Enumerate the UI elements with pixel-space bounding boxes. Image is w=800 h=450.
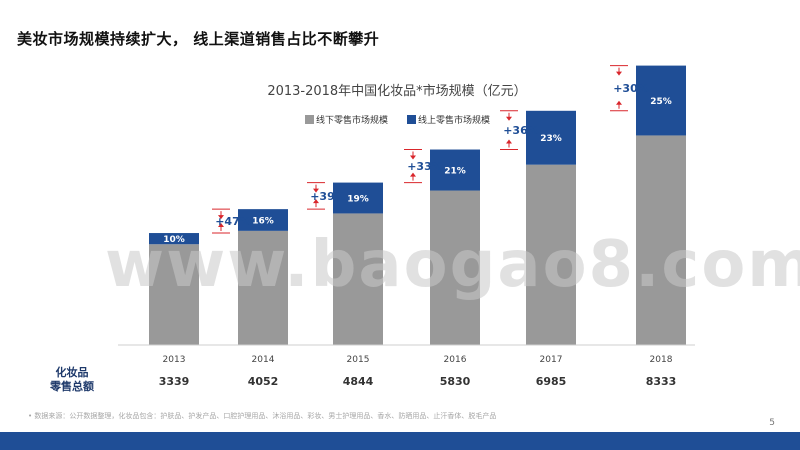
totals-row: 3339 4052 4844 5830 6985 8333 <box>159 375 677 388</box>
bar-offline <box>149 244 199 345</box>
bar-online <box>149 233 199 245</box>
growth-arrowhead-up <box>313 199 319 204</box>
bar-offline <box>526 164 576 345</box>
growth-label: +39% <box>310 190 346 203</box>
bottom-bar <box>0 432 800 450</box>
bars-group: 10% 16% 19% 21% 23% 25% <box>149 65 686 345</box>
total-value: 3339 <box>159 375 190 388</box>
bar-online <box>526 110 576 165</box>
total-value: 6985 <box>536 375 567 388</box>
total-value: 8333 <box>646 375 677 388</box>
growth-arrowhead-down <box>616 71 622 76</box>
slide-title: 美妆市场规模持续扩大， 线上渠道销售占比不断攀升 <box>17 30 380 48</box>
chart-legend: 线下零售市场规模 线上零售市场规模 <box>305 114 490 126</box>
online-share-label: 23% <box>540 134 562 144</box>
growth-label: +47% <box>215 215 251 228</box>
online-share-label: 21% <box>444 167 466 177</box>
growth-arrowhead-up <box>506 139 512 144</box>
bar-online <box>333 182 383 214</box>
bar-online <box>636 65 686 136</box>
online-share-label: 19% <box>347 195 369 205</box>
total-value: 4052 <box>248 375 279 388</box>
online-share-label: 10% <box>163 235 185 245</box>
bar-offline <box>430 190 480 345</box>
totals-row-label-line1: 化妆品 <box>56 365 89 379</box>
legend-swatch-offline <box>305 115 314 124</box>
growth-label: +30% <box>613 82 649 95</box>
x-tick-label: 2014 <box>252 355 275 365</box>
bar-offline <box>238 230 288 345</box>
x-tick-label: 2013 <box>163 355 186 365</box>
x-tick-label: 2018 <box>650 355 673 365</box>
online-share-label: 25% <box>650 97 672 107</box>
x-tick-label: 2016 <box>444 355 467 365</box>
page-number: 5 <box>769 418 775 428</box>
x-tick-label: 2017 <box>540 355 563 365</box>
chart-title: 2013-2018年中国化妆品*市场规模（亿元） <box>267 83 526 99</box>
growth-annotations: +47% +39% +33% +36% +30% <box>212 65 649 234</box>
x-tick-labels: 2013 2014 2015 2016 2017 2018 <box>163 355 673 365</box>
total-value: 5830 <box>440 375 471 388</box>
growth-arrowhead-down <box>218 215 224 220</box>
footnote: • 数据来源：公开数据整理，化妆品包含：护肤品、护发产品、口腔护理用品、沐浴用品… <box>28 412 497 420</box>
growth-arrowhead-down <box>506 116 512 121</box>
growth-arrowhead-down <box>313 188 319 193</box>
bar-online <box>238 209 288 231</box>
legend-swatch-online <box>407 115 416 124</box>
bar-online <box>430 149 480 191</box>
x-tick-label: 2015 <box>347 355 370 365</box>
growth-arrowhead-up <box>410 172 416 177</box>
growth-label: +33% <box>407 160 443 173</box>
legend-label-offline: 线下零售市场规模 <box>316 114 388 126</box>
totals-row-label-line2: 零售总额 <box>49 379 94 393</box>
online-share-label: 16% <box>252 217 274 227</box>
bar-offline <box>636 135 686 345</box>
growth-arrowhead-up <box>218 223 224 228</box>
legend-label-online: 线上零售市场规模 <box>418 114 490 126</box>
total-value: 4844 <box>343 375 374 388</box>
growth-arrowhead-down <box>410 155 416 160</box>
bar-offline <box>333 213 383 345</box>
growth-arrowhead-up <box>616 100 622 105</box>
watermark: www.baogao8.com <box>105 228 800 302</box>
growth-label: +36% <box>503 124 539 137</box>
